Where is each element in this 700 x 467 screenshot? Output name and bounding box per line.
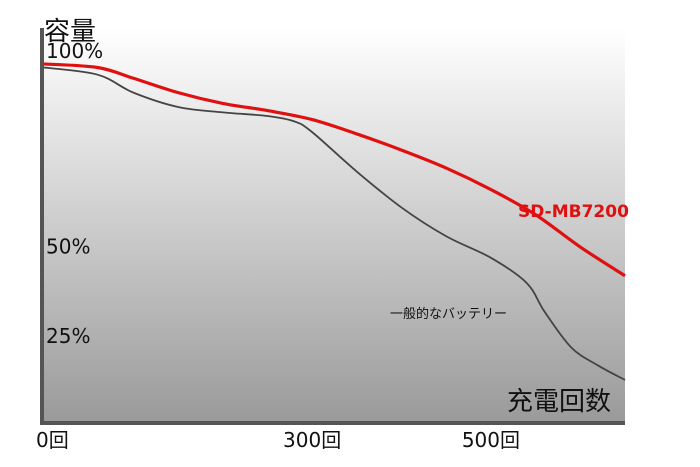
y-tick-labels: 100% 50% 25% [46, 39, 103, 348]
series-line-1 [43, 62, 626, 278]
x-axis-label: 充電回数 [507, 387, 611, 417]
series-label-sd-mb7200: SD-MB7200 [518, 202, 629, 222]
x-tick-labels: 0回 300回 500回 [36, 428, 520, 452]
series-lines [43, 62, 626, 381]
y-tick-label: 50% [46, 234, 90, 258]
x-tick-label: 300回 [283, 428, 341, 452]
plot-area [40, 28, 625, 422]
series-line-2 [43, 66, 626, 381]
y-tick-label: 25% [46, 324, 90, 348]
x-tick-label: 0回 [36, 428, 69, 452]
y-tick-label: 100% [46, 39, 103, 63]
series-labels: SD-MB7200 一般的なバッテリー [390, 202, 629, 322]
series-label-generic-battery: 一般的なバッテリー [390, 306, 507, 322]
y-axis-label: 容量 [44, 17, 96, 47]
x-tick-label: 500回 [462, 428, 520, 452]
